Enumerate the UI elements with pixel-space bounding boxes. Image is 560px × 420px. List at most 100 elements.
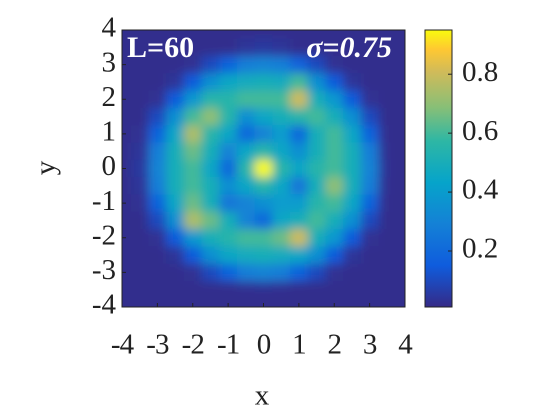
heatmap-cell bbox=[290, 90, 309, 109]
heatmap-cell bbox=[325, 246, 344, 265]
heatmap-cell bbox=[166, 211, 185, 230]
heatmap-cell bbox=[148, 107, 167, 126]
heatmap-cell bbox=[343, 246, 362, 265]
heatmap-cell bbox=[219, 38, 238, 57]
heatmap-cell bbox=[130, 125, 150, 144]
heatmap-cell bbox=[130, 177, 150, 196]
colorbar bbox=[424, 29, 453, 308]
heatmap-cell bbox=[219, 246, 238, 265]
heatmap-cell bbox=[201, 125, 220, 144]
heatmap-cell bbox=[254, 90, 273, 109]
heatmap-cell bbox=[130, 229, 150, 248]
heatmap-cell bbox=[343, 159, 362, 178]
heatmap-cell bbox=[386, 194, 405, 213]
heatmap-cell bbox=[219, 73, 238, 92]
heatmap-cell bbox=[325, 159, 344, 178]
heatmap-cell bbox=[290, 263, 309, 282]
heatmap-cell bbox=[183, 263, 203, 282]
heatmap-cell bbox=[166, 125, 185, 144]
heatmap-cell bbox=[236, 73, 256, 92]
y-axis-label: y bbox=[30, 160, 62, 175]
heatmap-cell bbox=[236, 246, 256, 265]
heatmap-cell bbox=[166, 177, 185, 196]
heatmap-cell bbox=[183, 288, 203, 307]
heatmap-cell bbox=[272, 246, 291, 265]
heatmap-cell bbox=[307, 38, 327, 57]
heatmap-cell bbox=[290, 73, 309, 92]
heatmap-cell bbox=[360, 211, 380, 230]
heatmap-cell bbox=[201, 159, 220, 178]
colorbar-tick-label: 0.8 bbox=[462, 56, 498, 88]
heatmap-cell bbox=[183, 194, 203, 213]
heatmap-cell bbox=[254, 55, 273, 74]
x-axis-label: x bbox=[255, 380, 270, 412]
heatmap-cell bbox=[360, 263, 380, 282]
heatmap-cell bbox=[325, 229, 344, 248]
heatmap-cell bbox=[290, 38, 309, 57]
y-tick-label: -4 bbox=[92, 289, 117, 321]
heatmap-cell bbox=[343, 73, 362, 92]
heatmap-cell bbox=[166, 73, 185, 92]
heatmap-cell bbox=[386, 55, 405, 74]
heatmap-cell bbox=[236, 38, 256, 57]
heatmap-cell bbox=[343, 38, 362, 57]
heatmap-cell bbox=[325, 194, 344, 213]
heatmap-cell bbox=[254, 288, 273, 307]
heatmap-cell bbox=[183, 177, 203, 196]
heatmap-cell bbox=[307, 142, 327, 161]
heatmap-cell bbox=[360, 177, 380, 196]
heatmap-cell bbox=[130, 246, 150, 265]
heatmap-cell bbox=[307, 90, 327, 109]
heatmap-cell bbox=[219, 55, 238, 74]
heatmap-cell bbox=[343, 211, 362, 230]
heatmap-cell bbox=[148, 38, 167, 57]
heatmap-cell bbox=[325, 107, 344, 126]
x-tick-label: 3 bbox=[363, 329, 377, 361]
heatmap-cell bbox=[219, 177, 238, 196]
heatmap-cell bbox=[130, 38, 150, 57]
heatmap-cell bbox=[236, 211, 256, 230]
heatmap-cell bbox=[360, 288, 380, 307]
heatmap-cell bbox=[272, 38, 291, 57]
heatmap-cell bbox=[201, 177, 220, 196]
x-tick-label: -4 bbox=[111, 329, 135, 361]
heatmap-cell bbox=[360, 229, 380, 248]
heatmap-cell bbox=[290, 125, 309, 144]
heatmap-cells bbox=[122, 30, 405, 307]
heatmap-cell bbox=[148, 159, 167, 178]
heatmap-cell bbox=[219, 107, 238, 126]
heatmap-cell bbox=[219, 229, 238, 248]
y-tick-label: 3 bbox=[102, 46, 117, 78]
heatmap-cell bbox=[148, 263, 167, 282]
heatmap-cell bbox=[307, 288, 327, 307]
heatmap-cell bbox=[166, 159, 185, 178]
heatmap-cell bbox=[166, 229, 185, 248]
heatmap-cell bbox=[325, 125, 344, 144]
heatmap-cell bbox=[201, 211, 220, 230]
heatmap-cell bbox=[254, 246, 273, 265]
annotation: σ=0.75 bbox=[306, 31, 392, 64]
heatmap-cell bbox=[236, 177, 256, 196]
heatmap-cell bbox=[386, 288, 405, 307]
heatmap-cell bbox=[166, 107, 185, 126]
heatmap-cell bbox=[130, 55, 150, 74]
heatmap-cell bbox=[254, 73, 273, 92]
x-tick-label: -3 bbox=[146, 329, 169, 361]
heatmap-cell bbox=[201, 246, 220, 265]
heatmap-cell bbox=[148, 194, 167, 213]
heatmap-cell bbox=[254, 194, 273, 213]
heatmap-cell bbox=[290, 211, 309, 230]
heatmap-cell bbox=[236, 90, 256, 109]
heatmap-cell bbox=[272, 288, 291, 307]
heatmap-cell bbox=[343, 229, 362, 248]
heatmap-cell bbox=[148, 142, 167, 161]
heatmap-cell bbox=[290, 246, 309, 265]
heatmap-cell bbox=[201, 73, 220, 92]
heatmap-cell bbox=[360, 107, 380, 126]
heatmap-cell bbox=[130, 194, 150, 213]
heatmap-cell bbox=[386, 125, 405, 144]
heatmap-cell bbox=[272, 194, 291, 213]
heatmap-cell bbox=[130, 142, 150, 161]
heatmap-cell bbox=[236, 159, 256, 178]
y-tick-label: 1 bbox=[102, 116, 117, 148]
